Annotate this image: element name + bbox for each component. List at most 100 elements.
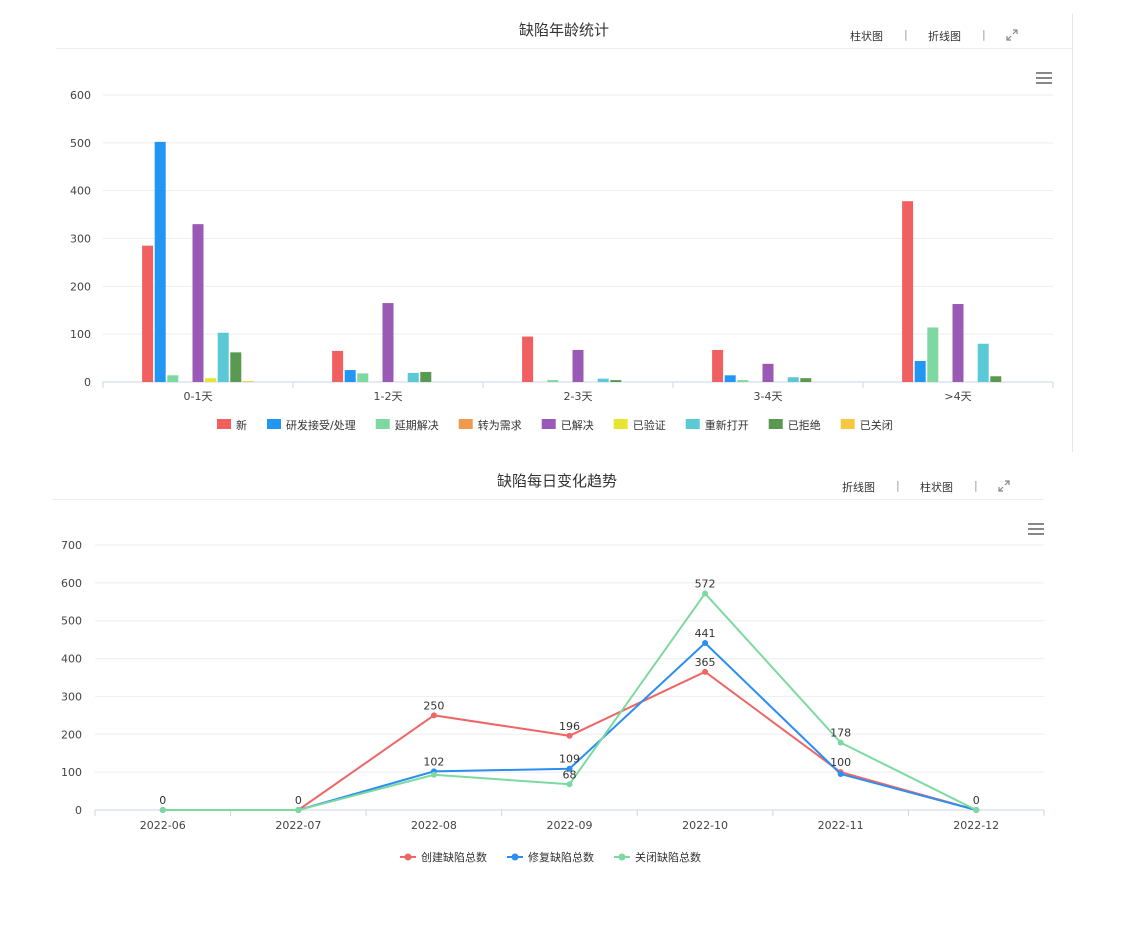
legend-item: 转为需求	[458, 418, 522, 432]
separator: |	[904, 28, 908, 41]
x-tick-label: 2022-08	[411, 819, 457, 832]
y-tick-label: 500	[70, 137, 91, 150]
legend-swatch	[685, 419, 700, 429]
separator: |	[974, 479, 978, 492]
bar	[332, 350, 344, 382]
legend-swatch	[375, 419, 390, 429]
bar	[597, 378, 609, 382]
legend-item: 已验证	[613, 418, 666, 432]
panel-divider	[1072, 14, 1073, 452]
legend-label: 修复缺陷总数	[528, 850, 594, 864]
legend-item: 修复缺陷总数	[507, 850, 594, 864]
bar-chart-toggle[interactable]: 柱状图	[850, 30, 883, 43]
bar	[927, 327, 939, 382]
bar	[142, 245, 154, 382]
x-tick-label: 2022-09	[547, 819, 593, 832]
data-point	[295, 807, 302, 813]
bar	[737, 380, 749, 382]
legend-label: 关闭缺陷总数	[635, 850, 701, 864]
y-tick-label: 700	[61, 539, 82, 552]
data-label: 68	[563, 768, 577, 781]
data-label: 102	[423, 755, 444, 768]
data-point	[837, 739, 844, 746]
legend-label: 创建缺陷总数	[421, 850, 487, 864]
y-tick-label: 300	[70, 233, 91, 246]
line-chart-toggle[interactable]: 折线图	[928, 30, 961, 43]
bar	[990, 376, 1002, 382]
x-tick-label: 1-2天	[374, 390, 403, 403]
x-tick-label: 2-3天	[564, 390, 593, 403]
bar	[205, 378, 217, 382]
bar	[572, 349, 584, 382]
legend-item: 研发接受/处理	[267, 418, 356, 432]
y-tick-label: 400	[70, 185, 91, 198]
bar	[357, 373, 369, 382]
bar	[344, 370, 356, 382]
x-tick-label: 2022-12	[953, 819, 999, 832]
data-point	[566, 781, 573, 788]
bar	[610, 380, 622, 382]
legend-item: 重新打开	[685, 418, 749, 432]
bar	[787, 377, 799, 382]
legend-marker	[511, 853, 519, 861]
header-divider	[52, 499, 1044, 500]
y-tick-label: 500	[61, 615, 82, 628]
legend-item: 关闭缺陷总数	[614, 850, 701, 864]
expand-icon[interactable]	[997, 479, 1011, 493]
legend-label: 新	[236, 418, 247, 432]
chart-menu-icon[interactable]	[1036, 72, 1052, 84]
legend-label: 转为需求	[478, 418, 522, 432]
legend-item: 已解决	[541, 418, 594, 432]
y-tick-label: 400	[61, 653, 82, 666]
data-point	[430, 771, 437, 778]
bar	[712, 349, 724, 382]
data-point	[837, 771, 844, 778]
x-tick-label: 3-4天	[754, 390, 783, 403]
data-point	[566, 765, 573, 772]
data-label: 196	[559, 720, 580, 733]
line-chart-toggle[interactable]: 折线图	[842, 481, 875, 494]
legend-label: 已解决	[561, 418, 594, 432]
separator: |	[982, 28, 986, 41]
bar	[800, 378, 812, 382]
chart-menu-icon[interactable]	[1028, 523, 1044, 535]
legend-item: 已关闭	[840, 418, 893, 432]
legend-label: 研发接受/处理	[286, 418, 356, 432]
bar-chart: 0 100 200 300 400 500 600 0-1天 1-2天 2-3天 3-4天 >4天新 研…	[70, 89, 1054, 432]
x-tick-label: 2022-06	[140, 819, 186, 832]
bar	[522, 336, 534, 382]
bar	[407, 372, 419, 382]
header-divider	[56, 48, 1072, 49]
legend-item: 新	[217, 418, 247, 432]
x-tick-label: 2022-07	[275, 819, 321, 832]
x-tick-label: 2022-10	[682, 819, 728, 832]
legend-marker	[618, 853, 626, 861]
data-point	[566, 732, 573, 739]
legend-label: 已验证	[633, 418, 666, 432]
data-point	[702, 590, 709, 597]
bar	[547, 380, 559, 382]
bar	[382, 303, 394, 382]
legend-label: 重新打开	[705, 418, 749, 432]
data-point	[430, 712, 437, 719]
y-tick-label: 600	[61, 577, 82, 590]
y-tick-label: 0	[84, 376, 91, 389]
legend-swatch	[458, 419, 473, 429]
expand-icon[interactable]	[1005, 28, 1019, 42]
bar-chart-toggle[interactable]: 柱状图	[920, 481, 953, 494]
defect-age-panel: 缺陷年龄统计 柱状图 | 折线图 | 0 100 200 300 400 500 600 0-…	[0, 0, 1125, 460]
legend-swatch	[217, 419, 231, 429]
legend-item: 已拒绝	[768, 418, 821, 432]
x-tick-label: 2022-11	[818, 819, 864, 832]
bar	[724, 375, 736, 382]
legend-label: 延期解决	[395, 418, 439, 432]
chart-title: 缺陷每日变化趋势	[497, 472, 618, 490]
y-tick-label: 0	[75, 804, 82, 817]
bar	[914, 360, 926, 382]
data-point	[702, 640, 709, 647]
legend-label: 已关闭	[860, 418, 893, 432]
data-label: 109	[559, 753, 580, 766]
data-label: 250	[423, 699, 444, 712]
data-label: 0	[295, 794, 302, 807]
legend-swatch	[267, 419, 281, 429]
